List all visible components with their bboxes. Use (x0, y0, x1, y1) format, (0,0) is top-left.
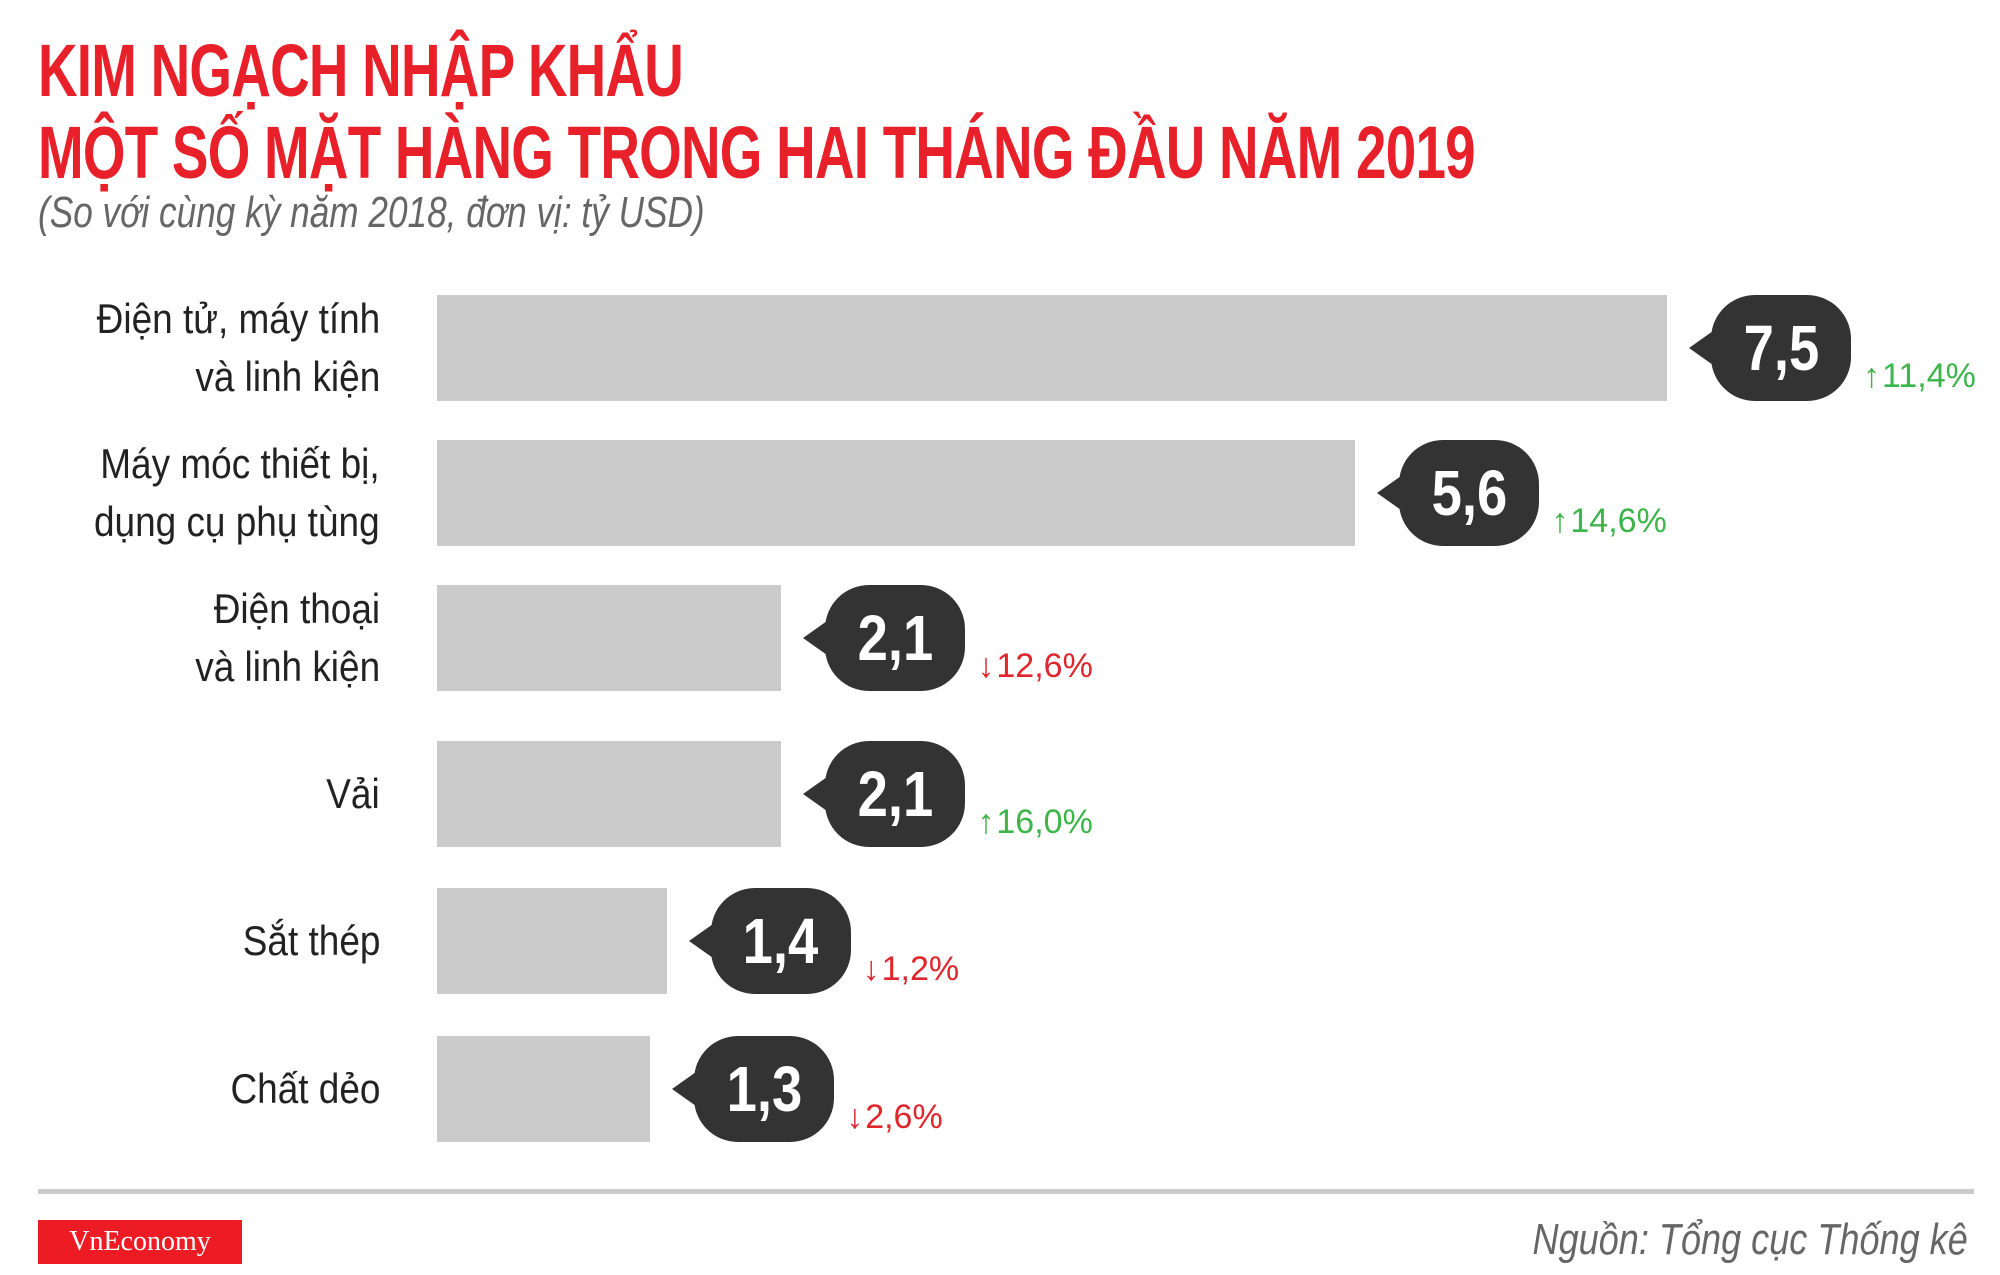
value-label: 2,1 (857, 758, 934, 830)
category-label-line: và linh kiện (195, 643, 380, 690)
change-value: 11,4% (1882, 357, 1976, 395)
category-label-line: Vải (326, 770, 380, 817)
category-label-line: Sắt thép (242, 917, 380, 964)
arrow-down-icon: ↓ (977, 647, 995, 685)
bubble-pointer (1689, 331, 1713, 365)
change-label: ↓12,6% (977, 647, 1092, 686)
arrow-down-icon: ↓ (846, 1098, 864, 1136)
change-value: 2,6% (865, 1098, 943, 1136)
divider (38, 1189, 1974, 1194)
arrow-up-icon: ↑ (977, 803, 995, 841)
category-label: Điện thoại và linh kiện (195, 580, 380, 696)
change-label: ↑11,4% (1863, 357, 1976, 396)
bubble-pointer (803, 621, 828, 655)
value-label: 2,1 (857, 602, 934, 674)
bubble-pointer (1377, 476, 1402, 510)
bar (437, 295, 1667, 401)
subtitle: (So với cùng kỳ năm 2018, đơn vị: tỷ USD… (38, 188, 705, 237)
change-label: ↑14,6% (1551, 502, 1666, 541)
title-line-1: KIM NGẠCH NHẬP KHẨU (38, 29, 684, 112)
bubble-pointer (672, 1072, 697, 1106)
bar (437, 1036, 651, 1142)
title-line-2: MỘT SỐ MẶT HÀNG TRONG HAI THÁNG ĐẦU NĂM … (38, 111, 1476, 194)
category-label-line: và linh kiện (195, 353, 380, 400)
arrow-up-icon: ↑ (1551, 502, 1569, 540)
category-label: Máy móc thiết bị, dụng cụ phụ tùng (94, 435, 380, 551)
bar (437, 585, 782, 691)
change-label: ↓2,6% (846, 1098, 943, 1137)
bar (437, 888, 667, 994)
category-label-line: Chất dẻo (229, 1065, 380, 1112)
value-label-bubble: 5,6 (1399, 440, 1540, 546)
change-value: 14,6% (1570, 502, 1667, 540)
value-label-bubble: 7,5 (1711, 295, 1851, 401)
change-value: 12,6% (996, 647, 1093, 685)
category-label-line: Điện thoại (213, 585, 380, 632)
category-label-line: Điện tử, máy tính (96, 295, 380, 342)
bubble-pointer (803, 777, 828, 811)
change-label: ↓1,2% (863, 950, 960, 989)
bar (437, 741, 782, 847)
arrow-up-icon: ↑ (1863, 357, 1880, 395)
bubble-pointer (688, 924, 713, 958)
vneconomy-logo: VnEconomy (38, 1220, 242, 1264)
value-label: 5,6 (1431, 457, 1508, 529)
value-label: 1,4 (742, 905, 819, 977)
bar (437, 440, 1356, 546)
source-note: Nguồn: Tổng cục Thống kê (1532, 1215, 1968, 1264)
arrow-down-icon: ↓ (862, 950, 880, 988)
category-label: Sắt thép (242, 912, 380, 970)
change-value: 16,0% (996, 803, 1093, 841)
value-label: 7,5 (1743, 312, 1819, 384)
value-label: 1,3 (726, 1053, 802, 1125)
category-label-line: dụng cụ phụ tùng (94, 498, 380, 545)
value-label-bubble: 1,4 (710, 888, 851, 994)
change-value: 1,2% (881, 950, 960, 988)
category-label: Vải (327, 765, 380, 823)
category-label: Điện tử, máy tính và linh kiện (96, 290, 380, 406)
category-label: Chất dẻo (230, 1060, 380, 1118)
value-label-bubble: 2,1 (825, 585, 966, 691)
value-label-bubble: 1,3 (694, 1036, 835, 1142)
change-label: ↑16,0% (977, 803, 1092, 842)
value-label-bubble: 2,1 (825, 741, 966, 847)
category-label-line: Máy móc thiết bị, (100, 440, 380, 487)
